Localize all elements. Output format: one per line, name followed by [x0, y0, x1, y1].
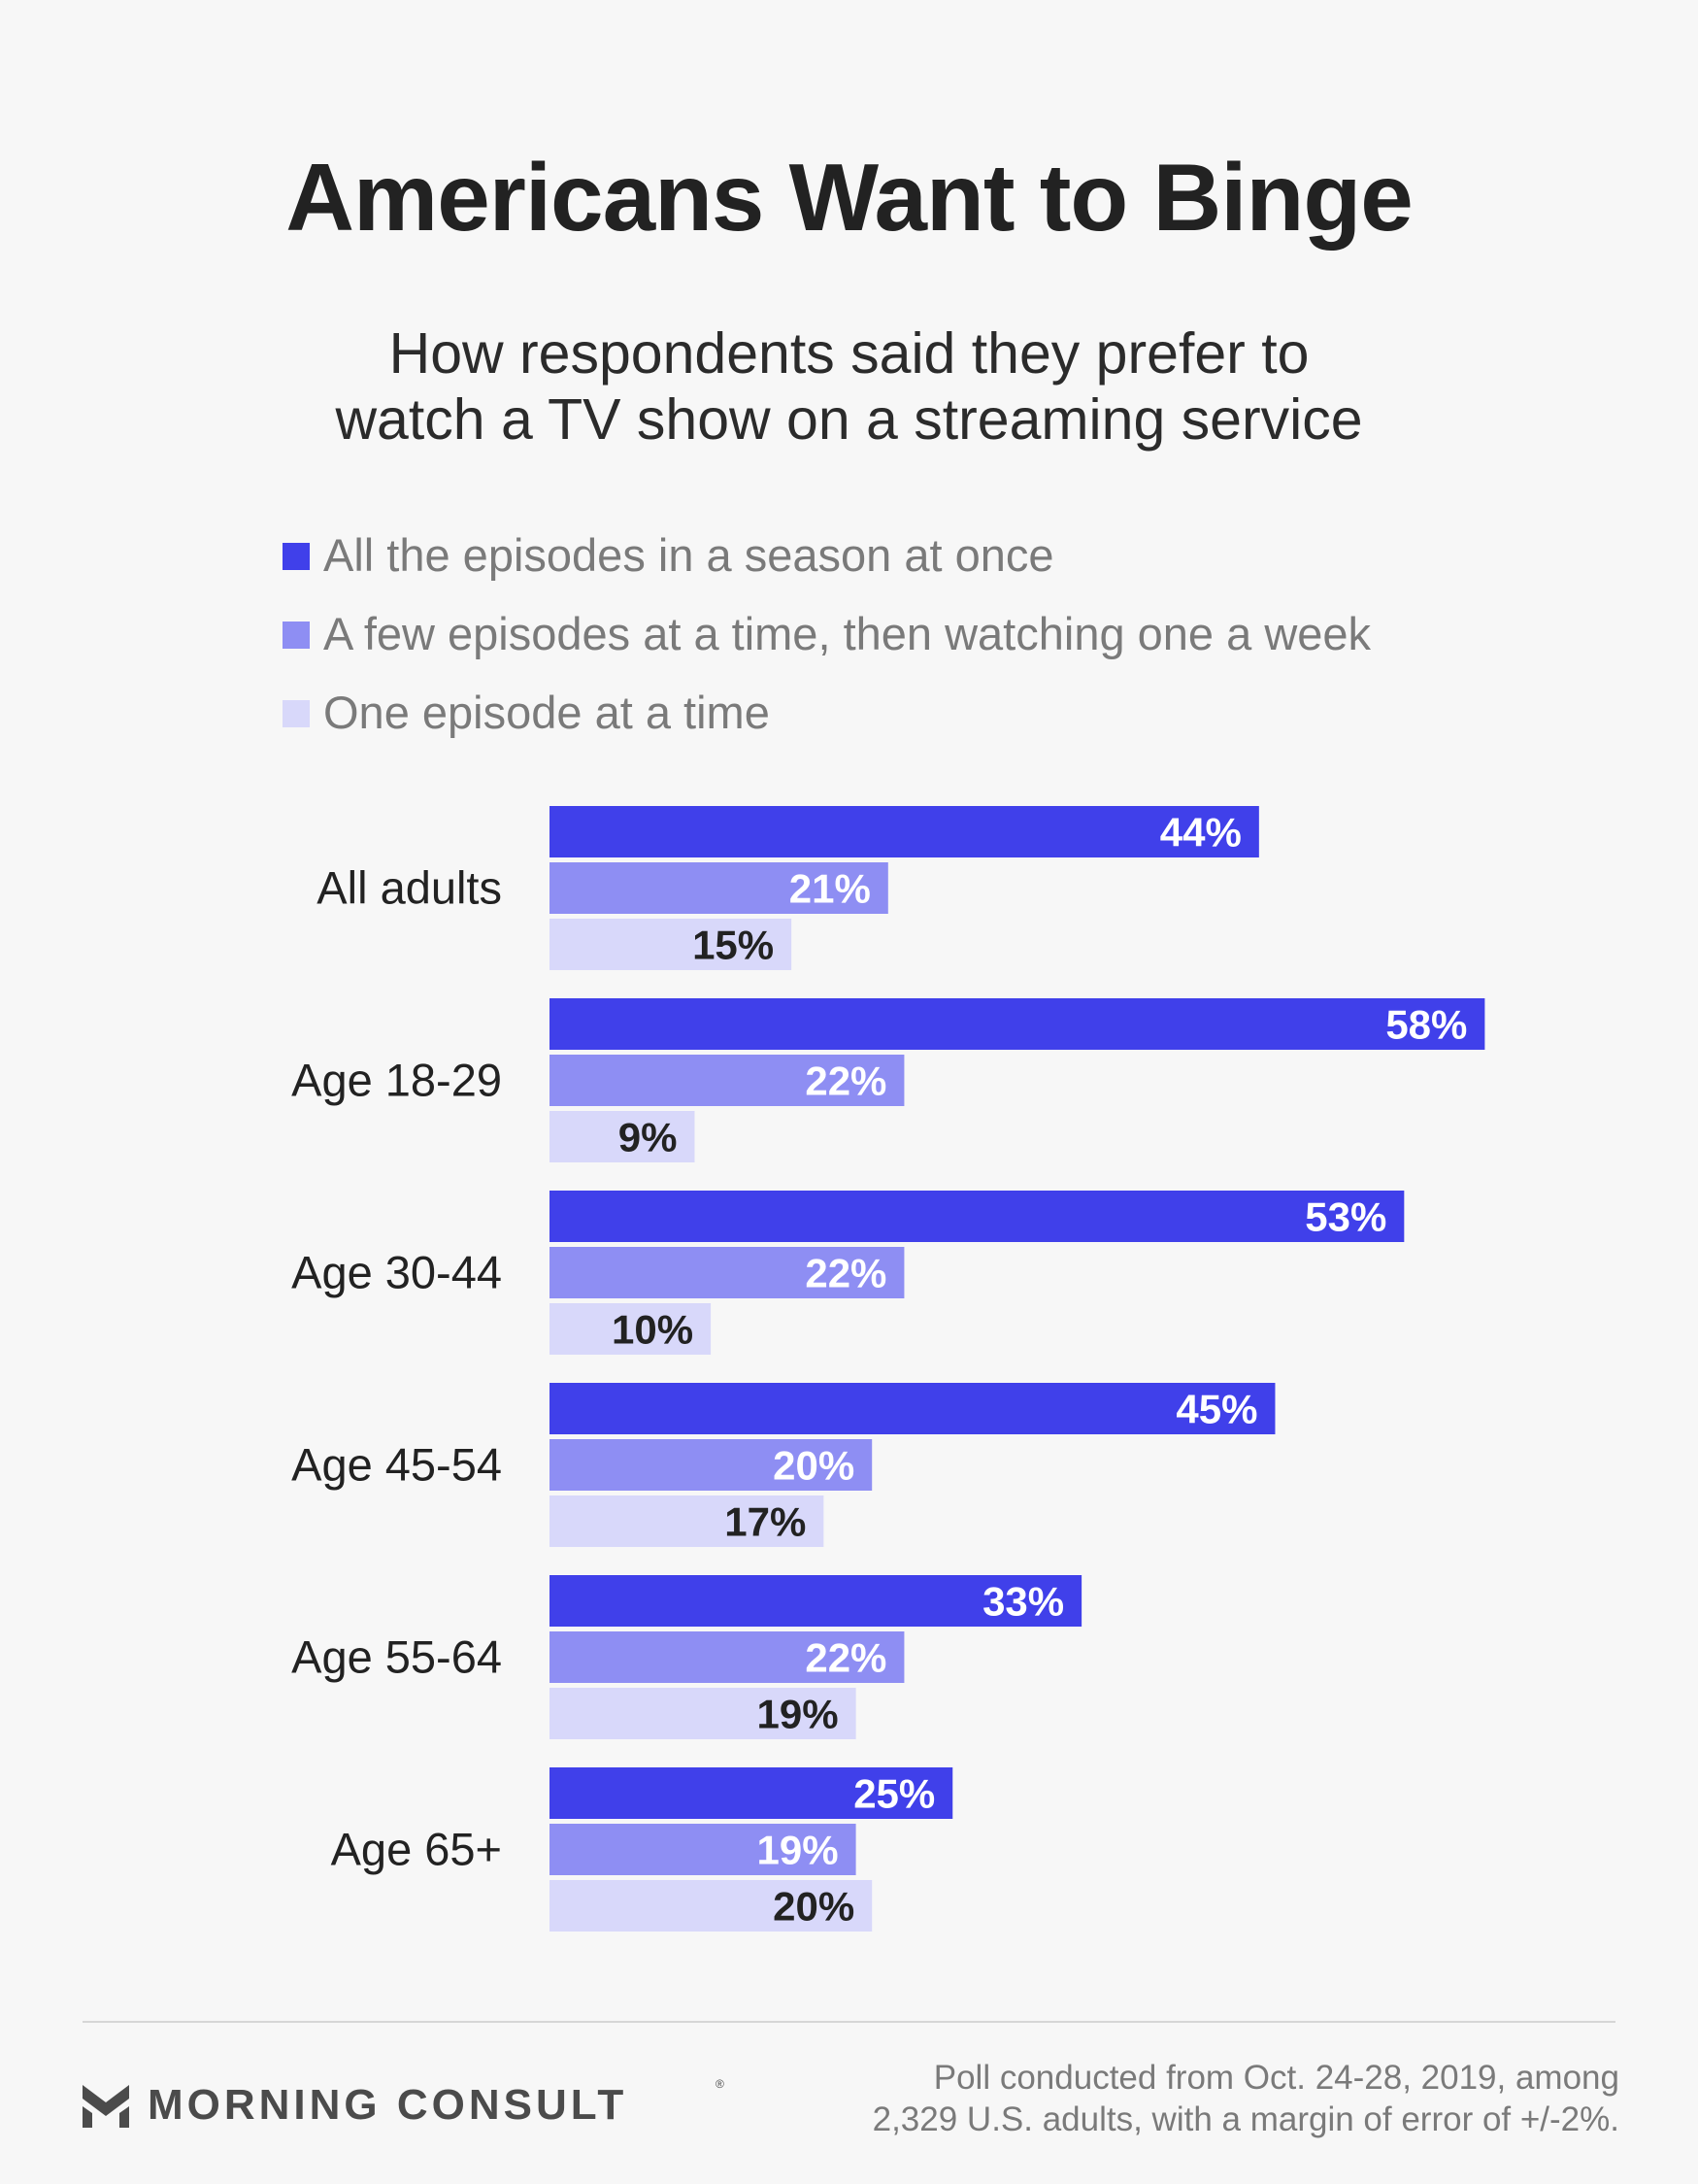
value-label-age-65-series-3: 20% [773, 1884, 854, 1930]
bar-age-45-54-series-2 [549, 1439, 873, 1491]
category-label-all-adults: All adults [316, 862, 502, 914]
bar-all-adults-series-1 [549, 806, 1259, 857]
registered-mark: ® [716, 2077, 724, 2091]
bar-age-30-44-series-1 [549, 1191, 1405, 1242]
brand-name: MORNING CONSULT [148, 2081, 628, 2129]
bar-age-65-series-2 [549, 1824, 856, 1875]
value-label-age-45-54-series-1: 45% [1176, 1387, 1257, 1432]
note-line-1: Poll conducted from Oct. 24-28, 2019, am… [933, 2059, 1619, 2097]
subtitle-line-1: How respondents said they prefer to [388, 321, 1310, 386]
value-label-age-65-series-1: 25% [853, 1771, 935, 1817]
value-label-age-30-44-series-1: 53% [1305, 1194, 1386, 1240]
value-label-age-18-29-series-3: 9% [618, 1115, 678, 1160]
bar-age-30-44-series-3 [549, 1303, 712, 1355]
category-label-age-65: Age 65+ [331, 1824, 502, 1875]
bar-age-18-29-series-2 [549, 1055, 905, 1106]
value-label-all-adults-series-3: 15% [692, 923, 774, 968]
category-label-age-18-29: Age 18-29 [291, 1055, 502, 1106]
bar-age-55-64-series-1 [549, 1575, 1082, 1627]
bar-age-18-29-series-3 [549, 1111, 695, 1162]
value-label-age-55-64-series-3: 19% [757, 1692, 839, 1737]
category-label-age-45-54: Age 45-54 [291, 1439, 502, 1491]
category-label-age-55-64: Age 55-64 [291, 1631, 502, 1683]
chart-title: Americans Want to Binge [285, 144, 1413, 251]
value-label-age-55-64-series-2: 22% [805, 1635, 886, 1681]
bar-all-adults-series-2 [549, 862, 888, 914]
footer-divider [83, 2021, 1615, 2023]
morning-consult-logo-icon [83, 2085, 129, 2128]
note-line-2: 2,329 U.S. adults, with a margin of erro… [872, 2100, 1619, 2138]
bar-age-55-64-series-2 [549, 1631, 905, 1683]
bar-age-45-54-series-3 [549, 1495, 824, 1547]
value-label-age-30-44-series-3: 10% [612, 1307, 693, 1353]
legend-swatch-one-at-a-time [283, 700, 310, 727]
value-label-all-adults-series-1: 44% [1160, 810, 1242, 856]
value-label-age-30-44-series-2: 22% [805, 1251, 886, 1296]
value-label-age-45-54-series-2: 20% [773, 1443, 854, 1489]
value-label-age-18-29-series-2: 22% [805, 1058, 886, 1104]
value-label-age-18-29-series-1: 58% [1385, 1002, 1467, 1048]
legend-swatch-season-at-once [283, 543, 310, 570]
bar-all-adults-series-3 [549, 919, 792, 970]
bar-age-45-54-series-1 [549, 1383, 1276, 1434]
legend-label-season-at-once: All the episodes in a season at once [323, 529, 1054, 581]
value-label-age-65-series-2: 19% [757, 1828, 839, 1873]
legend-swatch-few-then-weekly [283, 622, 310, 649]
bar-age-30-44-series-2 [549, 1247, 905, 1298]
bar-age-65-series-1 [549, 1767, 953, 1819]
bar-age-65-series-3 [549, 1880, 873, 1932]
subtitle-line-2: watch a TV show on a streaming service [335, 387, 1363, 452]
legend-label-one-at-a-time: One episode at a time [323, 687, 770, 738]
value-label-all-adults-series-2: 21% [789, 866, 871, 912]
category-label-age-30-44: Age 30-44 [291, 1247, 502, 1298]
legend-label-few-then-weekly: A few episodes at a time, then watching … [323, 608, 1372, 659]
bar-age-18-29-series-1 [549, 998, 1485, 1050]
bar-age-55-64-series-3 [549, 1688, 856, 1739]
chart-subtitle: How respondents said they prefer to watc… [0, 320, 1698, 453]
methodology-note: Poll conducted from Oct. 24-28, 2019, am… [873, 2057, 1619, 2140]
value-label-age-45-54-series-3: 17% [724, 1499, 806, 1545]
value-label-age-55-64-series-1: 33% [982, 1579, 1064, 1625]
bar-chart: All adults 44% 21% 15% Age 18-29 58% 22% 9% Age … [291, 806, 1485, 1932]
